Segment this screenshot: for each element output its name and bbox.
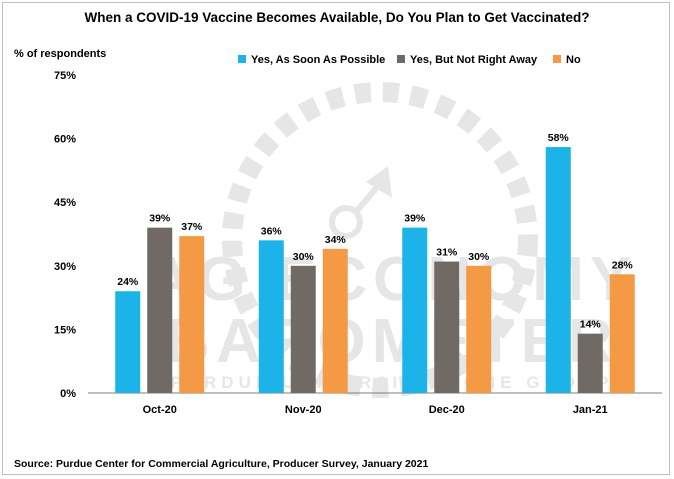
source-note: Source: Purdue Center for Commercial Agr… [14, 458, 428, 470]
watermark-gauge-ring [222, 82, 538, 398]
data-label: 30% [293, 251, 315, 263]
y-tick-label: 45% [54, 197, 76, 209]
bar [434, 261, 460, 393]
legend: Yes, As Soon As Possible Yes, But Not Rig… [238, 54, 581, 66]
data-label: 34% [325, 234, 347, 246]
legend-label: Yes, As Soon As Possible [251, 54, 385, 66]
data-label: 24% [117, 276, 139, 288]
bar [258, 240, 284, 393]
y-axis-ticks: 0% 15% 30% 45% 60% 75% [54, 70, 76, 400]
x-axis-ticks: Oct-20 Nov-20 Dec-20 Jan-21 [143, 404, 608, 416]
bar [466, 265, 492, 393]
bar [609, 274, 635, 393]
x-tick-label: Oct-20 [143, 404, 177, 416]
watermark-gauge-arrowhead [366, 166, 392, 198]
y-tick-label: 75% [54, 70, 76, 82]
x-tick-label: Dec-20 [429, 404, 465, 416]
x-tick-label: Jan-21 [573, 404, 608, 416]
legend-label: No [566, 54, 581, 66]
chart-title: When a COVID-19 Vaccine Becomes Availabl… [85, 10, 590, 25]
bar [147, 227, 173, 393]
bar [115, 291, 141, 393]
data-label: 31% [436, 247, 458, 259]
data-label: 37% [181, 221, 203, 233]
bar [179, 236, 205, 393]
data-label: 58% [548, 132, 570, 144]
bar [545, 147, 571, 393]
watermark-line-2: BAROMETER [165, 307, 619, 376]
y-tick-label: 30% [54, 261, 76, 273]
y-tick-label: 0% [60, 388, 76, 400]
bar [577, 333, 603, 393]
bar [322, 248, 348, 393]
legend-swatch [238, 55, 246, 63]
watermark-gauge-needle [353, 184, 381, 214]
legend-swatch [397, 55, 405, 63]
y-tick-label: 15% [54, 324, 76, 336]
watermark-gauge-hub [329, 205, 363, 239]
data-label: 28% [612, 259, 634, 271]
bar [290, 265, 316, 393]
legend-label: Yes, But Not Right Away [410, 54, 538, 66]
bars-group: 24% 39% 37% 36% 30% 34% 39% 31% 30% 58% 14% 28% [115, 132, 635, 393]
data-label: 39% [149, 213, 171, 225]
x-tick-label: Nov-20 [285, 404, 322, 416]
y-axis-label: % of respondents [14, 48, 106, 60]
data-label: 39% [404, 213, 426, 225]
bar [402, 227, 428, 393]
legend-swatch [553, 55, 561, 63]
data-label: 14% [580, 319, 602, 331]
y-tick-label: 60% [54, 134, 76, 146]
data-label: 36% [261, 225, 283, 237]
data-label: 30% [468, 251, 490, 263]
